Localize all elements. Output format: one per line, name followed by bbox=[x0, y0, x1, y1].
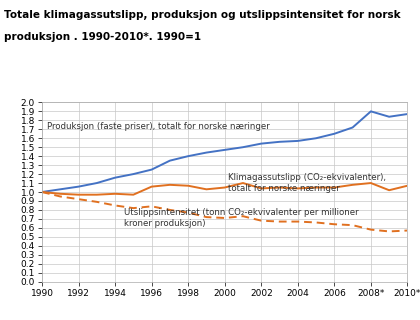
Text: Utslippsintensitet (tonn CO₂-ekvivalenter per millioner
kroner produksjon): Utslippsintensitet (tonn CO₂-ekvivalente… bbox=[124, 208, 359, 228]
Text: produksjon . 1990-2010*. 1990=1: produksjon . 1990-2010*. 1990=1 bbox=[4, 32, 201, 42]
Text: Totale klimagassutslipp, produksjon og utslippsintensitet for norsk: Totale klimagassutslipp, produksjon og u… bbox=[4, 10, 401, 20]
Text: Klimagassutslipp (CO₂-ekvivalenter),
totalt for norske næringer: Klimagassutslipp (CO₂-ekvivalenter), tot… bbox=[228, 173, 386, 193]
Text: Produksjon (faste priser), totalt for norske næringer: Produksjon (faste priser), totalt for no… bbox=[47, 122, 270, 131]
